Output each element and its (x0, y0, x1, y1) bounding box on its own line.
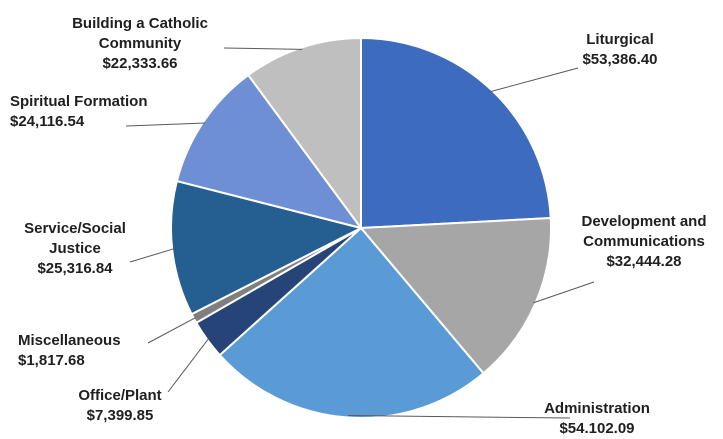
slice-name-development: Development and Communications (581, 213, 707, 250)
leader-line-service-social-justice (129, 248, 175, 263)
pie-slice-development (358, 216, 552, 375)
leader-line-liturgical (490, 67, 579, 93)
slice-name-office-plant: Office/Plant (78, 387, 162, 404)
pie-slice-liturgical (360, 36, 552, 230)
leader-line-administration (348, 415, 571, 419)
slice-label-miscellaneous: Miscellaneous $1,817.68 (18, 331, 148, 371)
slice-label-development: Development and Communications $32,444.2… (565, 212, 723, 272)
leader-line-office-plant (167, 338, 210, 393)
slice-label-spiritual-formation: Spiritual Formation $24,116.54 (10, 92, 180, 132)
slice-name-liturgical: Liturgical (586, 31, 654, 48)
slice-value-building-catholic-community: $22,333.66 (102, 55, 178, 72)
slice-label-office-plant: Office/Plant $7,399.85 (60, 386, 180, 426)
pie-slice-administration (218, 226, 485, 419)
slice-name-building-catholic-community: Building a Catholic Community (72, 15, 208, 52)
slice-value-spiritual-formation: $24,116.54 (10, 113, 85, 130)
slice-name-service-social-justice: Service/Social Justice (24, 220, 126, 257)
slice-label-liturgical: Liturgical $53,386.40 (560, 30, 680, 70)
slice-label-building-catholic-community: Building a Catholic Community $22,333.66 (55, 14, 225, 74)
pie-slice-spiritual-formation (175, 73, 364, 230)
slice-value-liturgical: $53,386.40 (582, 51, 658, 68)
slice-value-office-plant: $7,399.85 (86, 407, 154, 424)
slice-value-miscellaneous: $1,817.68 (18, 352, 85, 369)
leader-line-building-catholic-community (223, 47, 303, 50)
slice-value-development: $32,444.28 (606, 253, 682, 270)
leader-line-development (533, 281, 595, 304)
slice-value-service-social-justice: $25,316.84 (37, 260, 113, 277)
slice-label-service-social-justice: Service/Social Justice $25,316.84 (20, 219, 130, 279)
leader-line-spiritual-formation (125, 122, 206, 127)
leader-line-miscellaneous (147, 317, 196, 344)
slice-value-administration: $54.102.09 (559, 420, 635, 437)
pie-slice-building-catholic-community (246, 36, 362, 232)
slice-name-miscellaneous: Miscellaneous (18, 332, 121, 349)
slice-name-spiritual-formation: Spiritual Formation (10, 93, 148, 110)
slice-name-administration: Administration (544, 400, 650, 417)
slice-label-administration: Administration $54.102.09 (537, 399, 657, 439)
